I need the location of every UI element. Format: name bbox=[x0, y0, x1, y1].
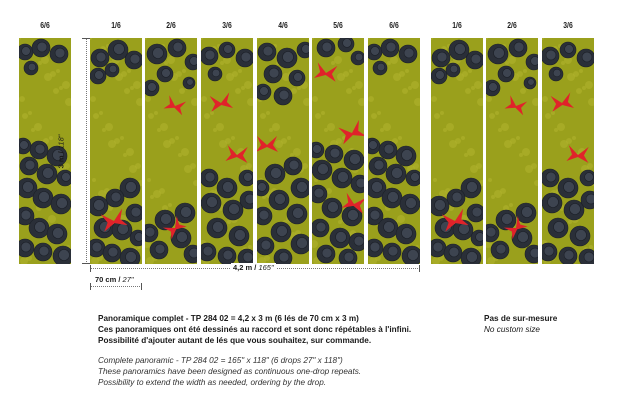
wallpaper-strip-main-3 bbox=[201, 38, 253, 264]
panel-label-main-5: 5/6 bbox=[333, 21, 343, 30]
caption-fr-line-2: Ces panoramiques ont été dessinés au rac… bbox=[98, 325, 412, 334]
drop-width-tick-left bbox=[90, 283, 91, 290]
total-width-tick-right bbox=[419, 265, 420, 272]
wallpaper-strip-main-2 bbox=[145, 38, 197, 264]
drop-width-label: 70 cm / 27" bbox=[95, 275, 134, 284]
caption-en-line-2: These panoramics have been designed as c… bbox=[98, 367, 362, 376]
butterfly-motif bbox=[566, 145, 589, 163]
panel-label-main-3: 3/6 bbox=[222, 21, 232, 30]
butterfly-motif bbox=[313, 62, 338, 82]
panel-label-main-4: 4/6 bbox=[278, 21, 288, 30]
butterfly-motif bbox=[338, 119, 364, 145]
height-tick-bottom bbox=[82, 263, 90, 264]
caption-en-line-3: Possibility to extend the width as neede… bbox=[98, 378, 327, 387]
wallpaper-strip-main-5 bbox=[312, 38, 364, 264]
butterfly-motif bbox=[503, 216, 528, 240]
height-tick-top bbox=[82, 38, 90, 39]
total-width-label: 4,2 m / 165" bbox=[231, 263, 276, 272]
wallpaper-strip-right-3 bbox=[542, 38, 594, 264]
panel-label-right-3: 3/6 bbox=[563, 21, 573, 30]
panel-label-main-6: 6/6 bbox=[389, 21, 399, 30]
wallpaper-strip-main-6 bbox=[368, 38, 420, 264]
total-width-tick-left bbox=[90, 265, 91, 272]
butterfly-motif bbox=[163, 95, 187, 116]
height-dimension-line bbox=[86, 38, 87, 264]
custom-size-fr: Pas de sur-mesure bbox=[484, 314, 558, 323]
panel-label-main-2: 2/6 bbox=[166, 21, 176, 30]
butterfly-motif bbox=[550, 92, 575, 112]
butterfly-motif bbox=[209, 92, 234, 112]
butterfly-motif bbox=[225, 145, 248, 163]
panel-label-right-2: 2/6 bbox=[507, 21, 517, 30]
butterfly-motif bbox=[441, 208, 469, 232]
wallpaper-strip-left-6 bbox=[19, 38, 71, 264]
panel-label-left-6: 6/6 bbox=[40, 21, 50, 30]
panel-label-right-1: 1/6 bbox=[452, 21, 462, 30]
drop-width-tick-right bbox=[141, 283, 142, 290]
butterfly-motif bbox=[100, 208, 128, 232]
custom-size-en: No custom size bbox=[484, 325, 540, 334]
caption-fr-line-3: Possibilité d'ajouter autant de lés que … bbox=[98, 336, 372, 345]
caption-en-line-1: Complete panoramic - TP 284 02 = 165" x … bbox=[98, 356, 343, 365]
butterfly-motif bbox=[257, 136, 278, 152]
butterfly-motif bbox=[162, 216, 187, 240]
wallpaper-strip-main-1 bbox=[90, 38, 142, 264]
butterfly-motif bbox=[504, 95, 528, 116]
wallpaper-strip-right-2 bbox=[486, 38, 538, 264]
panel-label-main-1: 1/6 bbox=[111, 21, 121, 30]
caption-fr-line-1: Panoramique complet - TP 284 02 = 4,2 x … bbox=[98, 314, 359, 323]
drop-width-dimension-line bbox=[90, 286, 142, 287]
height-dimension-label: 3 m / 118" bbox=[56, 134, 66, 169]
wallpaper-strip-main-4 bbox=[257, 38, 309, 264]
wallpaper-strip-right-1 bbox=[431, 38, 483, 264]
butterfly-motif bbox=[341, 192, 364, 214]
